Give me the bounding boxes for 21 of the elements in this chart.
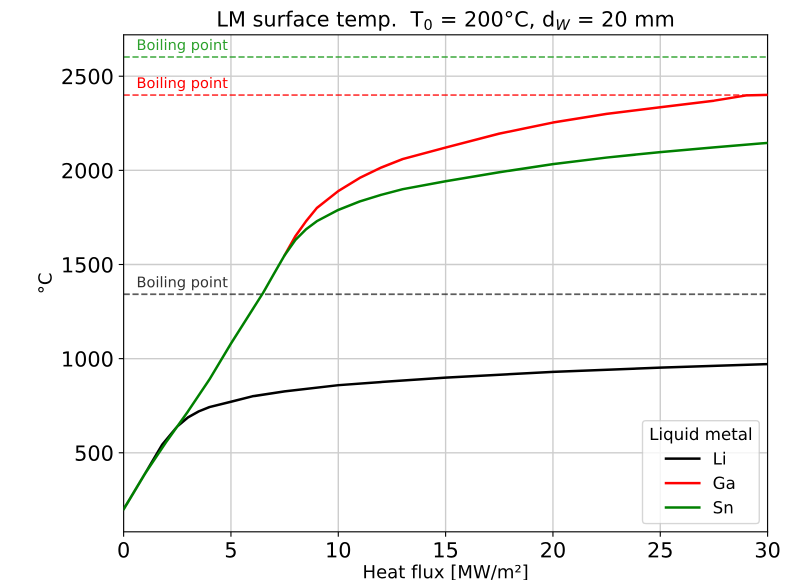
legend-title: Liquid metal (650, 427, 752, 444)
x-tick-label: 20 (541, 542, 565, 558)
ref-line-label: Boiling point (138, 76, 228, 92)
x-tick-label: 15 (434, 542, 458, 558)
ref-line-label: Boiling point (138, 276, 228, 290)
y-tick-label: 2500 (62, 68, 113, 84)
y-tick-label: 1500 (63, 256, 113, 273)
y-axis-title: °C (38, 273, 52, 292)
y-tick-label: 2000 (62, 162, 113, 179)
x-tick-label: 30 (756, 542, 780, 558)
x-tick-label: 25 (648, 542, 672, 558)
legend-label: Ga (714, 476, 734, 490)
y-tick-label: 1000 (63, 351, 113, 367)
x-tick-label: 0 (118, 542, 129, 558)
x-tick-label: 5 (226, 542, 236, 558)
chart-title: LM surface temp. T$_{0}$ = 200°C, d$_{W}$ = 20 mm (218, 10, 674, 31)
ref-line-label: Boiling point (138, 38, 228, 54)
legend-label: Li (714, 452, 726, 464)
x-tick-label: 10 (327, 542, 350, 558)
y-tick-label: 500 (76, 445, 113, 461)
legend-label: Sn (714, 501, 732, 514)
